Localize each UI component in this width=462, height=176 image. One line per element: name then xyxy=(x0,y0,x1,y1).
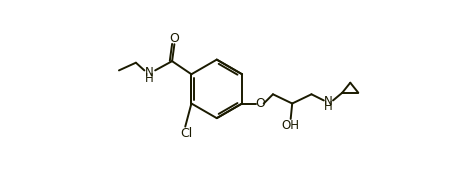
Text: N: N xyxy=(145,66,153,79)
Text: N: N xyxy=(324,95,333,108)
Text: O: O xyxy=(170,32,179,45)
Text: H: H xyxy=(145,72,153,85)
Text: H: H xyxy=(324,100,333,113)
Text: OH: OH xyxy=(282,119,300,132)
Text: Cl: Cl xyxy=(181,127,193,140)
Text: O: O xyxy=(255,97,265,110)
